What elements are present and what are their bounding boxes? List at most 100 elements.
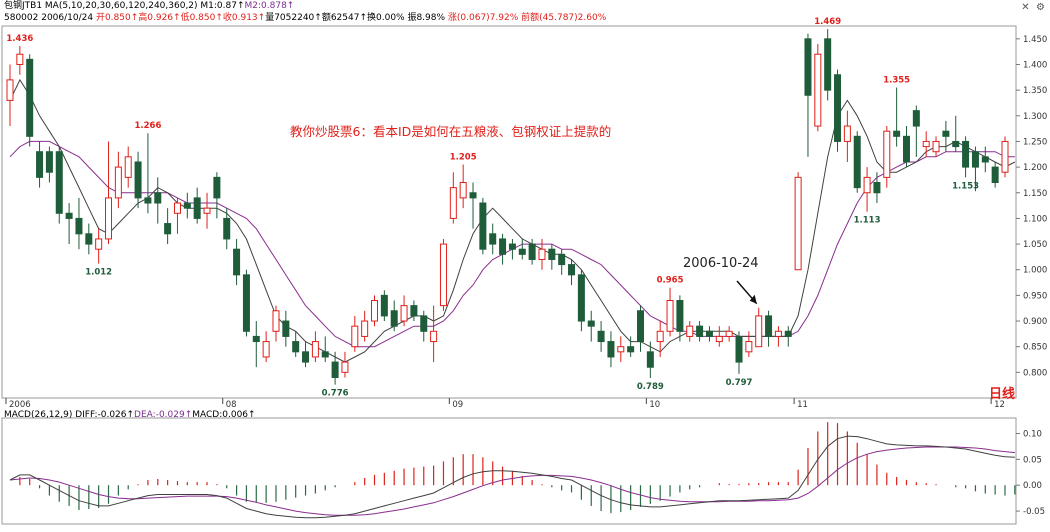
macd-header-seg-1: DIFF:-0.026↑	[75, 410, 135, 420]
header2-seg-1: 开0.850↑	[95, 13, 139, 23]
candle-up	[105, 197, 113, 240]
main-plot-frame	[1, 25, 1017, 399]
macd-tick-label: 0.10	[1023, 430, 1042, 440]
candle-down	[558, 253, 566, 266]
chart-header-line2: 580002 2006/10/24 开0.850↑高0.926↑低0.850↑收…	[4, 13, 606, 24]
candle-down	[154, 192, 162, 204]
candle-down	[282, 320, 290, 337]
candle-down	[380, 294, 388, 317]
candle-down	[65, 212, 73, 219]
period-label[interactable]: 日线	[989, 387, 1016, 402]
x-tick-label: 11	[797, 400, 808, 410]
price-tick-label: 1.350	[1023, 86, 1047, 96]
candle-down	[962, 140, 970, 168]
gear-icon[interactable]: ⚙	[1036, 2, 1045, 13]
candle-down	[971, 151, 979, 168]
price-extreme-label: 1.355	[883, 76, 910, 86]
candle-down	[292, 341, 300, 353]
candle-up	[400, 305, 408, 322]
candle-down	[223, 217, 231, 240]
candle-down	[902, 135, 910, 163]
candle-down	[36, 151, 44, 178]
x-tick-label: 2006	[9, 400, 31, 410]
candle-down	[893, 130, 901, 137]
candle-down	[646, 351, 654, 368]
candle-down	[952, 140, 960, 148]
candle-down	[26, 58, 34, 137]
price-tick-label: 1.450	[1023, 35, 1047, 45]
header2-seg-5: 量7052240↑	[265, 13, 322, 23]
price-tick-label: 1.200	[1023, 163, 1047, 173]
price-tick-label: 0.900	[1023, 317, 1047, 327]
chart-annotation: 教你炒股票6：看本ID是如何在五粮液、包钢权证上提款的	[290, 124, 612, 139]
header2-seg-9: 涨(0.067)7.92%	[447, 13, 522, 23]
candle-down	[45, 151, 53, 173]
candle-up	[95, 238, 103, 250]
candle-down	[499, 238, 507, 255]
price-tick-label: 1.000	[1023, 266, 1047, 276]
candle-down	[321, 351, 329, 358]
header2-seg-3: 低0.850↑	[180, 13, 223, 23]
candle-up	[794, 176, 802, 271]
candle-down	[577, 274, 585, 322]
candle-down	[784, 330, 792, 337]
candle-up	[725, 330, 733, 337]
header2-seg-0: 580002 2006/10/24	[4, 13, 96, 23]
candle-down	[834, 74, 842, 142]
candle-up	[656, 330, 664, 343]
candle-up	[439, 243, 447, 307]
candle-up	[262, 341, 270, 358]
candle-up	[6, 79, 14, 101]
candle-down	[252, 335, 260, 343]
date-annotation: 2006-10-24	[683, 256, 759, 271]
price-extreme-label: 0.797	[726, 378, 753, 388]
macd-tick-label: 0.00	[1023, 481, 1042, 491]
macd-header-seg-3: MACD:0.006↑	[192, 410, 256, 420]
price-tick-label: 0.850	[1023, 343, 1047, 353]
price-tick-label: 1.300	[1023, 112, 1047, 122]
candle-down	[991, 166, 999, 183]
header2-seg-4: 收0.913↑	[222, 13, 266, 23]
dea-line	[9, 446, 1015, 516]
x-tick-label: 08	[226, 400, 237, 410]
header2-seg-10: 前额(45.787)2.60%	[521, 13, 607, 23]
candle-down	[597, 330, 605, 343]
candle-up	[16, 53, 24, 65]
candle-up	[686, 325, 694, 337]
candle-up	[459, 181, 467, 199]
price-extreme-label: 1.113	[854, 216, 881, 226]
candle-down	[518, 248, 526, 255]
candle-down	[55, 151, 63, 214]
candle-down	[548, 248, 556, 260]
candle-up	[755, 315, 763, 348]
candle-down	[676, 300, 684, 332]
candle-down	[765, 315, 773, 337]
candle-up	[311, 341, 319, 358]
price-tick-label: 1.100	[1023, 214, 1047, 224]
candle-up	[203, 207, 211, 214]
candle-down	[213, 176, 221, 199]
candle-down	[705, 330, 713, 337]
candle-down	[242, 274, 250, 332]
candle-down	[489, 233, 497, 245]
price-extreme-label: 1.469	[814, 17, 841, 27]
candle-up	[341, 361, 349, 373]
candle-down	[942, 130, 950, 137]
candle-down	[981, 156, 989, 163]
price-extreme-label: 1.153	[952, 181, 979, 191]
header1-seg-2: M2:0.878↑	[244, 1, 295, 11]
price-extreme-label: 1.266	[134, 121, 161, 131]
candle-up	[430, 330, 438, 343]
candle-down	[85, 233, 93, 245]
candle-down	[804, 38, 812, 96]
candle-down	[193, 197, 201, 219]
candle-down	[627, 346, 635, 353]
candle-down	[528, 243, 536, 260]
candle-down	[479, 202, 487, 250]
candle-up	[617, 346, 625, 353]
candle-down	[873, 181, 881, 194]
macd-header-seg-0: MACD(26,12,9)	[4, 410, 76, 420]
header1-seg-0: 包钢JTB1 MA(5,10,20,30,60,120,240,360,2)	[4, 1, 201, 11]
close-icon[interactable]: ✕	[1021, 2, 1030, 13]
